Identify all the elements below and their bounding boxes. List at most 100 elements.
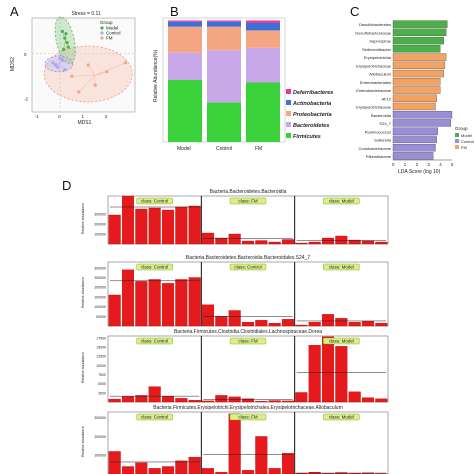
scatter-point [58, 56, 62, 60]
class-label: class: Control [141, 339, 168, 344]
abundance-bar [281, 319, 295, 327]
abundance-ytick: 50000 [96, 315, 106, 319]
class-label: class: Model [329, 415, 354, 420]
lda-bar [392, 36, 444, 45]
stacked-legend-swatch [286, 89, 291, 94]
abundance-bar [108, 451, 121, 474]
abundance-bar [321, 314, 335, 327]
stacked-bar-segment [168, 26, 202, 53]
class-label: class: Model [329, 265, 354, 270]
scatter-point [53, 63, 58, 67]
abundance-bar [121, 269, 135, 327]
scatter-xtick: 0 [58, 114, 61, 119]
abundance-bar [135, 395, 148, 403]
abundance-bar [361, 240, 375, 245]
class-label: class: FM [238, 415, 258, 420]
stacked-legend-label: Deferribacteres [293, 90, 333, 96]
panel-label-c: C [350, 4, 360, 19]
abundance-ylabel: Relative abundance [81, 203, 85, 234]
class-label: class: Model [329, 199, 354, 204]
abundance-bar [321, 237, 335, 245]
stacked-bar-segment [168, 21, 202, 27]
abundance-ytick: 7500 [98, 373, 106, 377]
abundance-ytick: 15000 [96, 346, 106, 350]
abundance-bar [161, 209, 175, 245]
abundance-bar [375, 241, 388, 245]
abundance-ytick: 300000 [94, 266, 106, 270]
class-label-box [229, 337, 267, 345]
abundance-bar [175, 206, 188, 245]
scatter-point [56, 65, 60, 69]
abundance-bar [215, 395, 228, 403]
abundance-ytick: 100000 [94, 305, 106, 309]
stacked-legend-label: Firmicutes [293, 134, 321, 140]
panel-label-b: B [170, 4, 179, 19]
scatter-point [70, 74, 74, 78]
scatter-point [63, 36, 67, 40]
abundance-ylabel: Relative abundance [81, 277, 85, 308]
abundance-bar [281, 239, 295, 245]
lda-bar [392, 143, 436, 152]
stacked-xtick: FM [255, 146, 262, 152]
lda-bar [392, 94, 437, 102]
lda-bar [392, 86, 441, 94]
abundance-bar [348, 321, 361, 327]
abundance-ytick: 200000 [94, 286, 106, 290]
lda-bar [392, 102, 436, 111]
class-label: class: FM [238, 339, 258, 344]
scatter-legend-swatch [100, 36, 104, 40]
scatter-xlabel: MDS1 [78, 120, 92, 126]
abundance-bar [348, 391, 361, 403]
abundance-ytick: 150000 [94, 295, 106, 299]
lda-taxon-label: S24_7 [379, 121, 391, 126]
abundance-bar [295, 324, 308, 327]
abundance-bar [175, 398, 188, 403]
abundance-bar [161, 395, 175, 403]
scatter-legend-label: FM [106, 36, 113, 41]
class-label-box [323, 337, 360, 345]
abundance-ytick: 300000 [94, 416, 106, 420]
lda-xtick: 0 [392, 162, 395, 167]
abundance-ylabel: Relative abundance [81, 426, 85, 457]
scatter-point [60, 29, 65, 34]
abundance-title: Bacteria.Bacteroidetes.Bacteroidia [210, 189, 287, 195]
abundance-bar [241, 470, 255, 474]
abundance-bar [121, 466, 135, 474]
abundance-bar [201, 304, 215, 327]
stacked-bar-segment [246, 30, 280, 48]
scatter-title: Stress = 0.11 [72, 11, 101, 17]
stacked-bar-segment [207, 102, 241, 142]
lda-bar [392, 119, 451, 127]
lda-bar [392, 152, 434, 160]
abundance-ytick: 200000 [94, 435, 106, 439]
abundance-bar [268, 241, 281, 245]
abundance-bar [375, 398, 388, 403]
abundance-bar [241, 240, 255, 245]
scatter-xtick: 2 [105, 114, 108, 119]
abundance-ytick: 12500 [96, 355, 106, 359]
abundance-bar [175, 460, 188, 474]
stacked-legend-label: Actinobacteria [292, 101, 331, 107]
lda-bar [392, 69, 444, 78]
scatter-spider-line [94, 75, 96, 86]
scatter-point [86, 63, 90, 67]
lda-taxon-label: Enterobacteriaceae [356, 88, 391, 93]
abundance-ytick: 250000 [94, 276, 106, 280]
stacked-bar-segment [207, 50, 241, 103]
lda-taxon-label: Enterobacteriales [360, 80, 391, 85]
class-label-box [323, 413, 360, 421]
lda-taxon-label: Coriobacteriaceae [359, 146, 392, 151]
scatter-spider-line [78, 75, 95, 92]
abundance-ytick: 5000 [98, 382, 106, 386]
lda-xtick: 5 [451, 162, 454, 167]
lda-taxon-label: Sedimentibacter [362, 47, 392, 52]
stacked-bar-segment [168, 20, 202, 22]
lda-taxon-label: Desulfobacterales [359, 22, 391, 27]
abundance-bar [281, 400, 295, 403]
stacked-bar-segment [246, 20, 280, 23]
lda-taxon-label: Sutterella [374, 138, 392, 143]
scatter-spider-line [94, 71, 107, 76]
lda-taxon-label: Allobaculum [369, 72, 391, 77]
abundance-plot-area [107, 411, 389, 474]
abundance-bar [361, 397, 375, 403]
